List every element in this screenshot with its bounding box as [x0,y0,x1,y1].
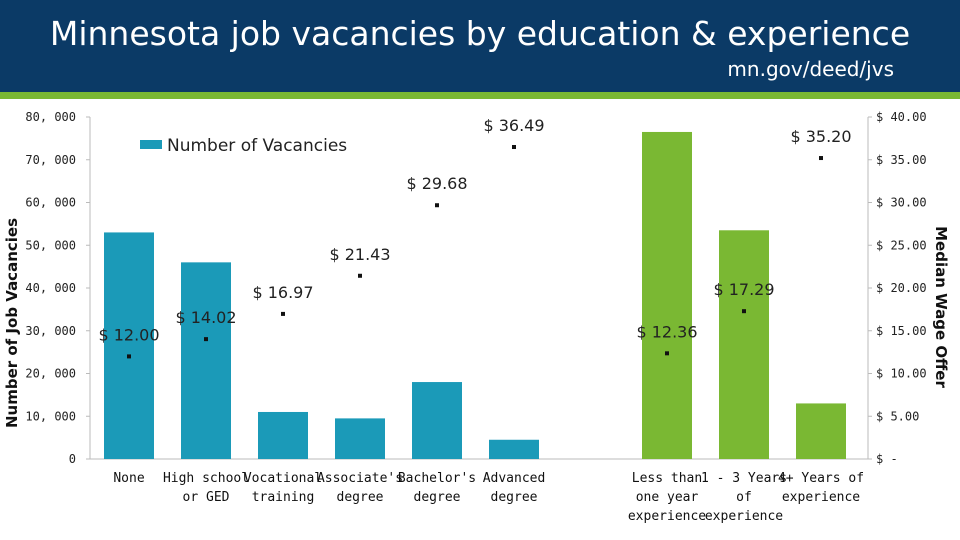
category-label: one year [636,490,699,505]
wage-label: $ 29.68 [406,174,467,193]
legend-swatch [140,140,162,149]
right-tick-label: $ 25.00 [876,238,927,252]
category-label: experience [705,509,783,524]
wage-point [127,354,131,359]
category-label: Bachelor's [398,471,476,486]
page-title: Minnesota job vacancies by education & e… [49,14,911,53]
category-label: degree [337,490,384,505]
vacancy-bar [258,411,308,459]
wage-label: $ 17.29 [713,280,774,299]
vacancy-bar [412,382,462,459]
category-label: of [736,490,752,505]
chart-axes: 0 10, 000 20, 000 30, 000 40, 000 50, 000 60, … [25,110,926,466]
category-label: degree [414,490,461,505]
vacancy-bar [181,262,231,459]
category-label: degree [491,490,538,505]
wage-point [281,311,285,316]
wage-label: $ 21.43 [329,245,390,264]
left-tick-label: 30, 000 [25,324,76,338]
wage-label: $ 36.49 [483,116,544,135]
vacancy-bars [104,131,846,459]
category-label: 4+ Years of [778,471,864,486]
left-tick-label: 40, 000 [25,281,76,295]
right-tick-label: $ 20.00 [876,281,927,295]
y2-axis-title: Median Wage Offer [932,226,950,388]
vacancy-bar [719,230,769,459]
category-label: or GED [183,490,230,505]
left-tick-label: 70, 000 [25,153,76,167]
wage-point [358,273,362,278]
category-label: Less than [632,471,702,486]
category-label: Vocational [244,471,322,486]
wage-point [204,337,208,342]
wage-point [435,203,439,208]
vacancy-bar [335,418,385,459]
wage-point [512,145,516,150]
left-tick-label: 80, 000 [25,110,76,124]
right-tick-label: $ 5.00 [876,409,919,423]
wage-label: $ 12.36 [636,322,697,341]
wage-label: $ 12.00 [98,325,159,344]
vacancy-bar [796,403,846,459]
category-label: Advanced [483,471,546,486]
vacancy-bar [642,131,692,459]
left-tick-label: 0 [69,452,76,466]
header-banner [0,0,960,92]
left-tick-label: 20, 000 [25,367,76,381]
category-label: High school [163,471,249,486]
wage-point [819,156,823,161]
right-tick-label: $ 35.00 [876,153,927,167]
right-tick-label: $ 30.00 [876,196,927,210]
wage-label: $ 35.20 [790,127,851,146]
category-label: 1 - 3 Years [701,471,787,486]
wage-point [665,351,669,356]
vacancy-bar [489,439,539,459]
vacancy-bar [104,232,154,459]
category-label: training [252,490,315,505]
left-tick-label: 60, 000 [25,196,76,210]
category-label: None [113,471,144,486]
legend-label: Number of Vacancies [167,136,347,156]
header-stripe [0,92,960,99]
category-label: experience [628,509,706,524]
right-tick-label: $ 15.00 [876,324,927,338]
right-tick-label: $ 10.00 [876,367,927,381]
wage-label: $ 14.02 [175,308,236,327]
wage-point [742,309,746,314]
left-tick-label: 50, 000 [25,238,76,252]
right-tick-label: $ 40.00 [876,110,927,124]
chart-legend: Number of Vacancies [140,136,347,156]
wage-label: $ 16.97 [252,283,313,302]
y-axis-title: Number of Job Vacancies [3,218,21,428]
left-tick-label: 10, 000 [25,409,76,423]
wage-markers: $ 12.00 $ 14.02 $ 16.97 $ 21.43 $ 29.68 $ 36.… [98,116,852,359]
category-label: experience [782,490,860,505]
category-label: Associate's [317,471,403,486]
right-tick-label: $ - [876,452,898,466]
source-url: mn.gov/deed/jvs [727,57,894,81]
